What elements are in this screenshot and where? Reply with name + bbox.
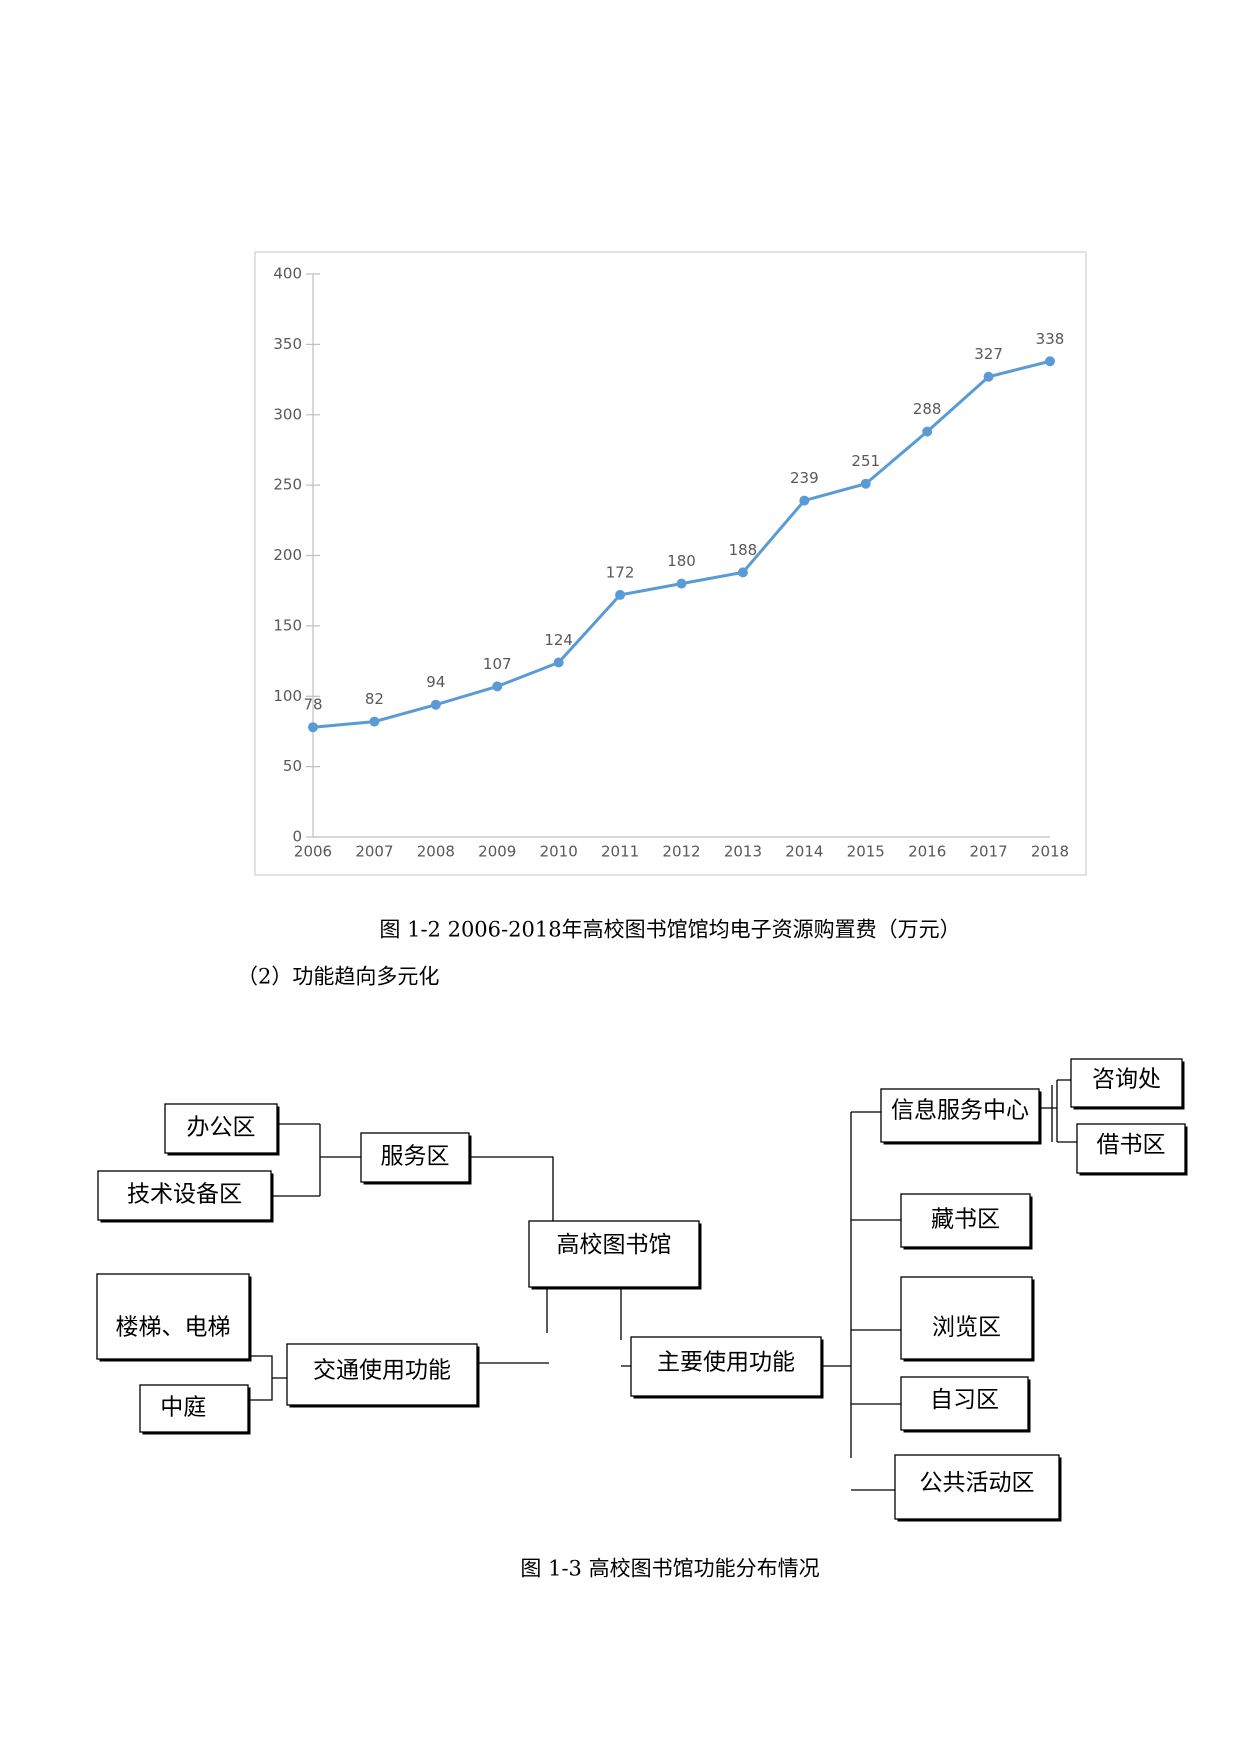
data-label: 94	[426, 673, 445, 691]
node-box	[360, 1132, 470, 1183]
node-box	[894, 1454, 1060, 1520]
figure-caption: 图 1-3 高校图书馆功能分布情况	[520, 1557, 819, 1581]
y-tick-label: 150	[273, 616, 302, 634]
node-label: 主要使用功能	[657, 1350, 795, 1376]
data-label: 78	[303, 696, 322, 714]
x-tick-label: 2012	[662, 843, 700, 861]
node-label: 技术设备区	[127, 1182, 242, 1208]
node-label: 办公区	[187, 1115, 256, 1141]
node-box	[286, 1343, 478, 1406]
x-tick-label: 2015	[847, 843, 885, 861]
node-box	[900, 1276, 1033, 1360]
data-point	[860, 478, 871, 489]
node-label: 服务区	[381, 1144, 450, 1170]
data-point	[492, 681, 503, 692]
node-label: 楼梯、电梯	[116, 1314, 231, 1340]
y-tick-label: 0	[292, 828, 302, 846]
y-tick-label: 100	[273, 687, 302, 705]
y-tick-label: 250	[273, 476, 302, 494]
node-box	[1076, 1123, 1186, 1174]
node-box	[528, 1220, 700, 1288]
data-point	[430, 699, 441, 710]
chart-frame	[254, 251, 1087, 876]
data-point	[676, 578, 687, 589]
data-label: 188	[729, 541, 758, 559]
data-label: 327	[974, 345, 1003, 363]
x-tick-label: 2006	[294, 843, 332, 861]
node-label: 咨询处	[1092, 1067, 1161, 1093]
y-tick-label: 350	[273, 335, 302, 353]
x-tick-label: 2013	[724, 843, 762, 861]
data-point	[615, 589, 626, 600]
y-tick-label: 50	[283, 757, 302, 775]
node-box	[1070, 1058, 1183, 1108]
node-box	[630, 1336, 822, 1397]
node-box	[96, 1273, 250, 1360]
data-label: 338	[1036, 330, 1065, 348]
node-label: 藏书区	[931, 1207, 1000, 1233]
node-box	[900, 1376, 1029, 1431]
x-tick-label: 2014	[785, 843, 823, 861]
x-tick-label: 2008	[417, 843, 455, 861]
section-heading: （2）功能趋向多元化	[237, 965, 439, 989]
data-label: 172	[606, 563, 635, 581]
data-label: 107	[483, 655, 512, 673]
data-label: 288	[913, 400, 942, 418]
node-label: 交通使用功能	[313, 1357, 451, 1383]
node-box	[900, 1193, 1031, 1248]
x-tick-label: 2010	[540, 843, 578, 861]
data-label: 180	[667, 552, 696, 570]
node-box	[139, 1384, 249, 1433]
data-point	[553, 657, 564, 668]
y-tick-label: 400	[273, 265, 302, 283]
data-label: 124	[544, 631, 573, 649]
x-tick-label: 2011	[601, 843, 639, 861]
x-tick-label: 2017	[969, 843, 1007, 861]
node-label: 高校图书馆	[557, 1232, 672, 1258]
data-point	[922, 426, 933, 437]
data-point	[1045, 356, 1055, 367]
data-point	[983, 371, 994, 382]
node-box	[164, 1103, 278, 1154]
node-box	[97, 1170, 272, 1221]
node-label: 自习区	[930, 1387, 999, 1413]
data-point	[799, 495, 810, 506]
data-label: 239	[790, 469, 819, 487]
node-box	[880, 1088, 1040, 1143]
data-label: 82	[365, 690, 384, 708]
node-label: 浏览区	[932, 1315, 1001, 1341]
node-label: 公共活动区	[920, 1470, 1035, 1496]
connectors	[248, 1079, 1077, 1491]
data-point	[308, 722, 318, 733]
x-tick-label: 2009	[478, 843, 516, 861]
data-point	[369, 716, 380, 727]
data-label: 251	[851, 452, 880, 470]
x-tick-label: 2007	[355, 843, 393, 861]
x-tick-label: 2018	[1031, 843, 1069, 861]
data-point	[737, 567, 748, 578]
x-tick-label: 2016	[908, 843, 946, 861]
node-label: 借书区	[1097, 1132, 1166, 1158]
figure-caption: 图 1-2 2006-2018年高校图书馆馆均电子资源购置费（万元）	[379, 918, 960, 942]
y-tick-label: 300	[273, 405, 302, 423]
node-label: 中庭	[160, 1395, 206, 1421]
y-tick-label: 200	[273, 546, 302, 564]
node-label: 信息服务中心	[891, 1097, 1029, 1123]
